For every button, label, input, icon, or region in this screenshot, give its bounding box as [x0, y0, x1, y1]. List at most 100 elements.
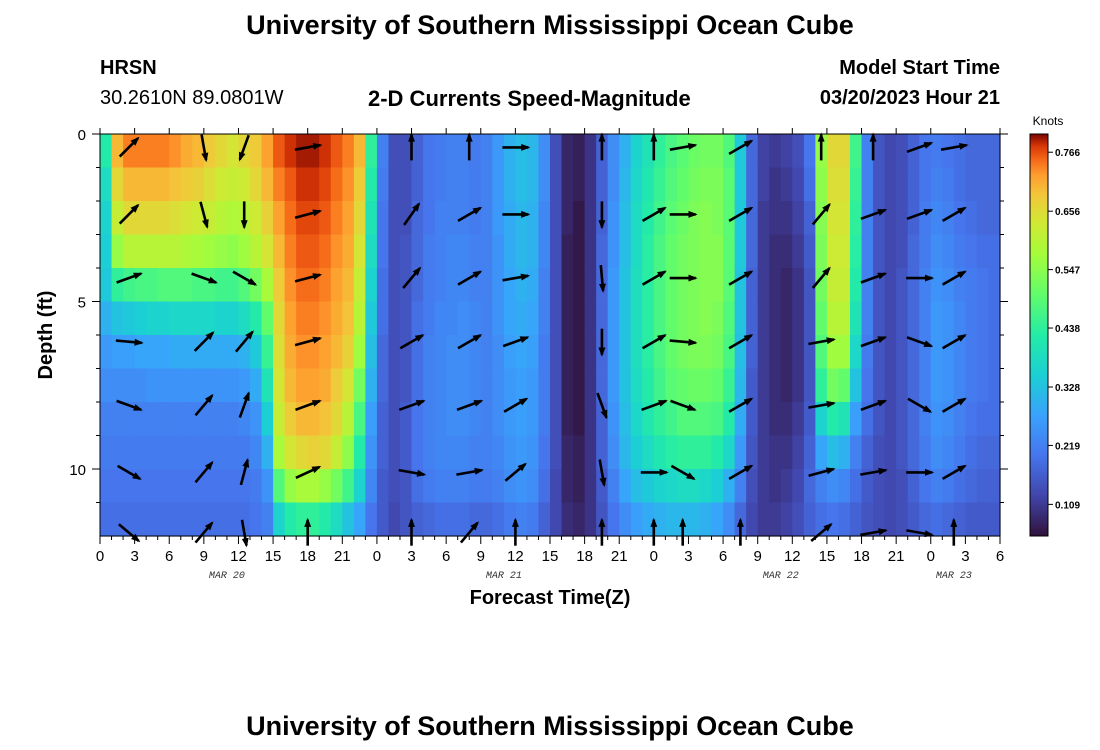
heatmap-cell: [792, 301, 805, 336]
heatmap-cell: [342, 234, 355, 269]
heatmap-cell: [330, 201, 343, 236]
heatmap-cell: [757, 234, 770, 269]
heatmap-cell: [711, 435, 724, 470]
heatmap-cell: [169, 435, 182, 470]
heatmap-cell: [665, 502, 678, 537]
heatmap-cell: [642, 268, 655, 303]
heatmap-cell: [526, 368, 540, 403]
current-vector-arrow: [238, 391, 250, 419]
heatmap-cell: [157, 268, 170, 303]
heatmap-cell: [907, 234, 920, 269]
heatmap-cell: [746, 502, 759, 537]
heatmap-cell: [538, 234, 551, 269]
current-vector-arrow: [116, 399, 143, 412]
x-tick-label: 12: [784, 548, 801, 565]
current-vector-arrow: [869, 132, 877, 161]
heatmap-cell: [388, 368, 401, 403]
heatmap-cell: [100, 368, 113, 403]
heatmap-cell: [180, 134, 193, 169]
heatmap-cell: [676, 234, 690, 269]
axes: 0 3 6 9 12 15 18 21 0 3 6 9 12 15 18 21 0 3 6 9 12 15 18 21 0 3 6 M…: [69, 127, 1008, 582]
y-tick-label: 10: [69, 462, 86, 479]
heatmap-cell: [550, 234, 563, 269]
heatmap-cell: [561, 502, 574, 537]
heatmap-cell: [273, 469, 286, 504]
heatmap-cell: [192, 402, 205, 437]
heatmap-cell: [261, 502, 274, 537]
station-location: 30.2610N 89.0801W: [100, 87, 284, 109]
heatmap-cell: [503, 234, 516, 269]
heatmap-cell: [700, 234, 713, 269]
heatmap-cell: [850, 502, 863, 537]
x-tick-label: 3: [407, 548, 415, 565]
heatmap-cell: [261, 268, 274, 303]
heatmap-cell: [653, 402, 666, 437]
heatmap-cell: [792, 201, 805, 236]
heatmap-cell: [757, 368, 770, 403]
x-tick-label: 12: [230, 548, 247, 565]
colorbar-unit-label: Knots: [1033, 114, 1064, 128]
heatmap-cell: [492, 502, 505, 537]
heatmap-cell: [584, 134, 597, 169]
heatmap-cell: [550, 435, 563, 470]
heatmap-cell: [826, 201, 840, 236]
heatmap-cell: [711, 502, 724, 537]
heatmap-cell: [192, 301, 205, 336]
heatmap-cell: [884, 402, 897, 437]
heatmap-cell: [215, 268, 228, 303]
heatmap-cell: [896, 368, 909, 403]
footer-title: University of Southern Mississippi Ocean…: [246, 711, 854, 741]
heatmap-cell: [838, 167, 851, 202]
current-vector-arrow: [669, 274, 698, 282]
heatmap-cell: [550, 502, 563, 537]
heatmap-cell: [780, 234, 793, 269]
heatmap-cell: [676, 134, 690, 169]
heatmap-cell: [342, 134, 355, 169]
heatmap-cell: [746, 268, 759, 303]
current-vector-arrow: [650, 132, 658, 161]
heatmap-cell: [307, 167, 320, 202]
heatmap-cell: [296, 167, 309, 202]
heatmap-cell: [907, 502, 920, 537]
heatmap-cell: [100, 268, 113, 303]
heatmap-cell: [688, 502, 701, 537]
heatmap-cell: [307, 402, 320, 437]
heatmap-cell: [723, 469, 736, 504]
heatmap-cell: [965, 201, 978, 236]
heatmap-cell: [123, 167, 136, 202]
heatmap-cell: [261, 301, 274, 336]
heatmap-cell: [826, 402, 840, 437]
x-tick-label: 9: [754, 548, 762, 565]
heatmap-cell: [988, 469, 1001, 504]
heatmap-cell: [711, 268, 724, 303]
heatmap-cell: [607, 268, 620, 303]
heatmap-cell: [400, 368, 413, 403]
heatmap-cell: [492, 167, 505, 202]
heatmap-cell: [711, 469, 724, 504]
heatmap-cell: [573, 368, 586, 403]
heatmap-cell: [434, 335, 447, 370]
heatmap-cell: [815, 234, 828, 269]
heatmap-cell: [988, 301, 1001, 336]
heatmap-cell: [503, 335, 516, 370]
heatmap-cell: [596, 469, 609, 504]
heatmap-cell: [850, 201, 863, 236]
heatmap-cell: [319, 234, 332, 269]
heatmap-cell: [653, 435, 666, 470]
heatmap-cell: [226, 301, 240, 336]
day-label: MAR 21: [486, 571, 522, 582]
heatmap-cell: [342, 268, 355, 303]
heatmap-cell: [734, 167, 747, 202]
heatmap-cell: [780, 469, 793, 504]
heatmap-cell: [446, 335, 459, 370]
heatmap-cell: [630, 234, 643, 269]
heatmap-cell: [746, 402, 759, 437]
heatmap-cell: [942, 502, 955, 537]
heatmap-cell: [180, 502, 193, 537]
heatmap-cell: [515, 335, 528, 370]
heatmap-cell: [561, 201, 574, 236]
current-vector-arrow: [200, 134, 209, 163]
heatmap-cell: [400, 301, 413, 336]
heatmap-cell: [780, 402, 793, 437]
heatmap-cell: [907, 167, 920, 202]
